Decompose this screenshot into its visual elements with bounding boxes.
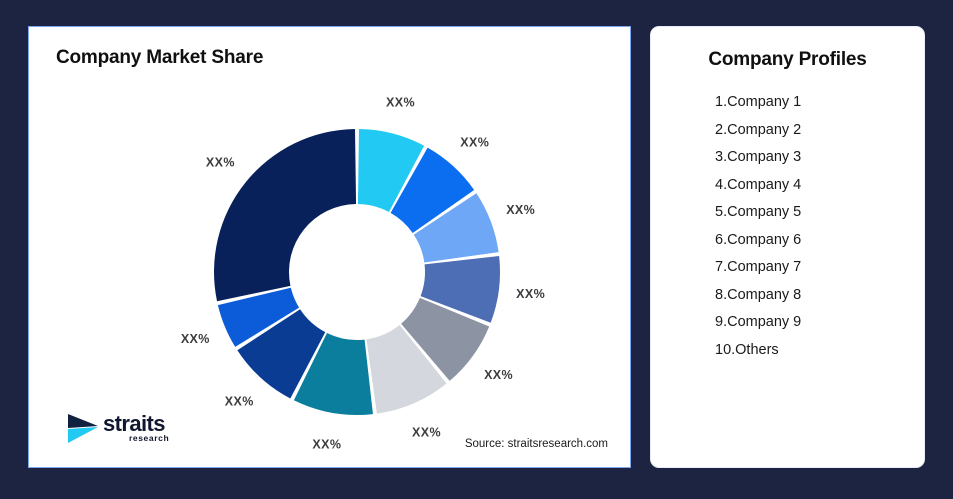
straits-research-logo: straits research <box>67 409 197 449</box>
slice-percent-label: XX% <box>412 426 441 440</box>
donut-slice[interactable] <box>413 193 499 263</box>
slice-percent-label: XX% <box>312 437 341 451</box>
chart-title: Company Market Share <box>56 47 264 68</box>
market-share-card: Company Market Share XX% XX% XX% XX% XX% XX% X… <box>28 26 631 468</box>
company-profile-item: 9.Company 9 <box>715 314 802 330</box>
company-profile-item: 10.Others <box>715 341 779 358</box>
donut-slice[interactable] <box>420 256 500 323</box>
donut-chart: XX% XX% XX% XX% XX% XX% XX% XX% XX% XX% <box>29 27 632 469</box>
company-profile-item: 8.Company 8 <box>715 286 802 303</box>
donut-slice[interactable] <box>217 287 300 347</box>
donut-slice[interactable] <box>401 297 490 381</box>
donut-slice-labels: XX% XX% XX% XX% XX% XX% XX% XX% XX% XX% <box>181 95 545 451</box>
donut-slice[interactable] <box>390 147 475 233</box>
slice-percent-label: XX% <box>506 203 535 217</box>
company-profiles-card: Company Profiles 1.Company 1 2.Company 2 3… <box>650 26 925 468</box>
company-profile-item: 6.Company 6 <box>715 231 802 248</box>
donut-slices <box>213 129 500 415</box>
slice-percent-label: XX% <box>484 368 513 382</box>
donut-slice[interactable] <box>366 324 447 414</box>
company-profile-item: 1.Company 1 <box>715 94 802 110</box>
logo-subtext: research <box>129 433 170 443</box>
company-profiles-list: 1.Company 1 2.Company 2 3.Company 3 4.Compa… <box>651 89 924 364</box>
slice-percent-label: XX% <box>225 394 254 408</box>
donut-slice[interactable] <box>293 333 373 415</box>
donut-slice[interactable] <box>213 129 357 302</box>
slice-percent-label: XX% <box>386 95 415 109</box>
slice-percent-label: XX% <box>181 332 210 346</box>
slice-percent-label: XX% <box>460 136 489 150</box>
company-profiles-title: Company Profiles <box>708 49 867 70</box>
donut-slice[interactable] <box>357 129 425 212</box>
source-note: Source: straitsresearch.com <box>464 438 608 450</box>
slice-percent-label: XX% <box>516 287 545 301</box>
logo-wordmark: straits <box>103 411 165 436</box>
slice-percent-label: XX% <box>206 156 235 170</box>
donut-slice[interactable] <box>237 309 326 399</box>
donut-chart-svg: XX% XX% XX% XX% XX% XX% XX% XX% XX% XX% <box>181 95 545 451</box>
company-profile-item: 2.Company 2 <box>715 121 802 138</box>
logo-arrow-icon <box>68 414 98 443</box>
company-profile-item: 7.Company 7 <box>715 259 802 275</box>
company-profile-item: 4.Company 4 <box>715 176 802 193</box>
company-profile-item: 3.Company 3 <box>715 149 802 165</box>
company-profile-item: 5.Company 5 <box>715 204 802 220</box>
